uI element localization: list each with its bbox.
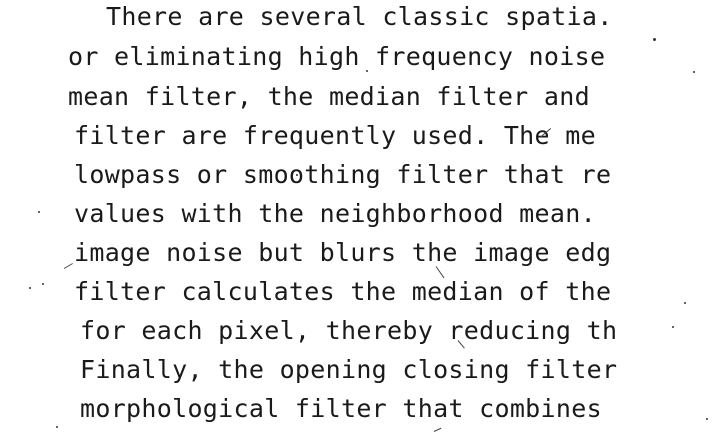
text-line-11: morphological filter that combines [80,394,602,423]
text-line-6: values with the neighborhood mean. [74,199,596,228]
scan-speck [296,174,298,176]
text-line-4: filter are frequently used. The me [74,121,596,150]
scan-speck [42,283,44,285]
text-line-7: image noise but blurs the image edg [74,238,612,267]
text-line-9: for each pixel, thereby reducing th [80,316,618,345]
scan-speck [56,426,58,428]
scan-speck [693,71,695,73]
text-line-1: There are several classic spatia. [106,2,613,31]
scan-speck [706,418,708,420]
text-line-3: mean filter, the median filter and [68,82,590,111]
paragraph-text: There are several classic spatia. or eli… [68,2,618,423]
scan-speck [672,326,674,328]
scan-speck [38,211,40,213]
scan-speck [653,38,656,41]
text-line-2: or eliminating high frequency noise [68,42,606,71]
text-line-8: filter calculates the median of the [74,277,612,306]
text-line-5: lowpass or smoothing filter that re [74,160,612,189]
scan-speck [684,302,686,304]
scan-speck [29,287,31,289]
scan-speck [366,70,368,72]
text-line-10: Finally, the opening closing filter [80,355,618,384]
